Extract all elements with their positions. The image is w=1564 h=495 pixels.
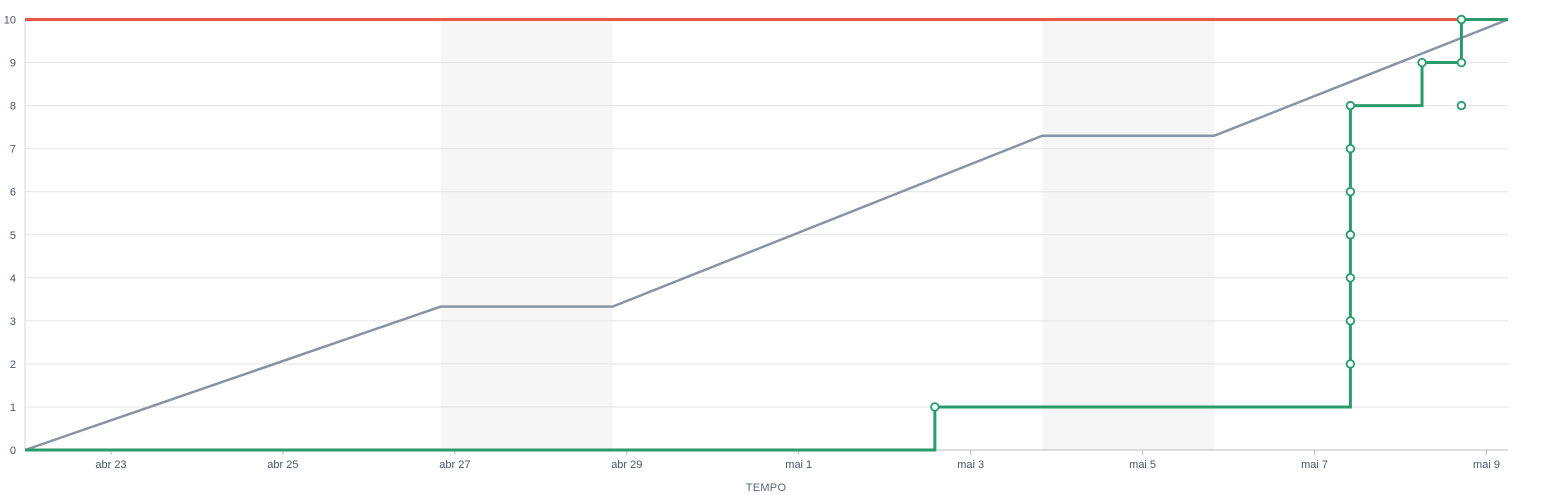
point-marker-completed-5	[1345, 186, 1356, 197]
point-marker-completed-11	[1456, 14, 1467, 25]
x-tick-label-5: mai 3	[957, 459, 984, 471]
point-marker-completed-7	[1345, 100, 1356, 111]
x-tick-label-3: abr 29	[611, 459, 642, 471]
y-tick-label-7: 7	[10, 144, 16, 156]
x-tick-label-6: mai 5	[1129, 459, 1156, 471]
y-tick-label-5: 5	[10, 230, 16, 242]
gridlines	[25, 19, 1508, 408]
y-tick-label-1: 1	[10, 402, 16, 414]
series-line-completed	[25, 18, 1508, 452]
tick-labels: 0 1 2 3 4 5 6 7 8 9 10 abr 23 abr 25 abr 27 abr 29 mai …	[4, 15, 1500, 472]
point-marker-completed-6	[1345, 143, 1356, 154]
point-marker-completed-9	[1456, 100, 1467, 111]
point-marker-completed-10	[1456, 57, 1467, 68]
series-line-guideline	[24, 18, 1509, 452]
series-markers	[930, 14, 1467, 412]
y-tick-label-8: 8	[10, 101, 16, 113]
x-tick-label-1: abr 25	[267, 459, 298, 471]
point-marker-completed-0	[930, 402, 940, 412]
y-tick-label-4: 4	[10, 273, 16, 285]
x-tick-label-7: mai 7	[1301, 459, 1328, 471]
series-lines	[24, 18, 1509, 452]
x-tick-label-0: abr 23	[95, 459, 126, 471]
x-axis-title: TEMPO	[746, 482, 787, 494]
y-tick-label-3: 3	[10, 316, 16, 328]
y-tick-label-2: 2	[10, 359, 16, 371]
x-tick-label-4: mai 1	[785, 459, 812, 471]
y-tick-label-0: 0	[10, 445, 16, 457]
y-tick-label-6: 6	[10, 187, 16, 199]
point-marker-completed-3	[1345, 273, 1356, 283]
y-tick-label-9: 9	[10, 58, 16, 70]
point-marker-completed-1	[1345, 359, 1356, 369]
axes	[24, 19, 1508, 455]
x-tick-label-8: mai 9	[1473, 459, 1500, 471]
point-marker-completed-2	[1345, 316, 1356, 326]
y-tick-label-10: 10	[4, 15, 16, 27]
x-tick-label-2: abr 27	[439, 459, 470, 471]
point-marker-completed-4	[1345, 230, 1356, 240]
point-marker-completed-8	[1417, 57, 1427, 68]
